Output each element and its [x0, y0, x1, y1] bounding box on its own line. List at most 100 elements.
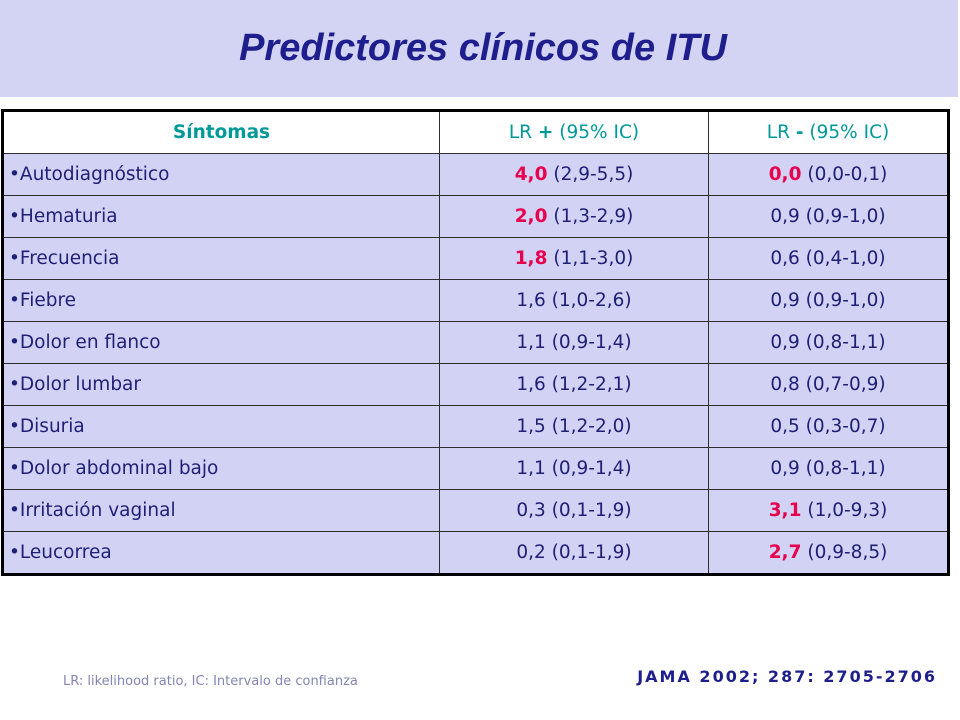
table-row: •Disuria 1,5 (1,2-2,0) 0,5 (0,3-0,7) [2, 405, 949, 448]
lr-negative-value: 2,7 [768, 541, 802, 563]
bullet: • [9, 163, 20, 185]
lr-negative-cell: 3,1 (1,0-9,3) [708, 489, 949, 532]
table-row: •Leucorrea 0,2 (0,1-1,9) 2,7 (0,9-8,5) [2, 531, 949, 575]
header-lr-negative-suffix: (95% IC) [803, 121, 890, 143]
symptom-cell: •Leucorrea [2, 531, 440, 575]
lr-positive-value: 1,8 [514, 247, 548, 269]
lr-negative-ci: (0,4-1,0) [805, 247, 886, 269]
lr-positive-cell: 1,6 (1,2-2,1) [439, 363, 709, 406]
lr-positive-value: 1,6 [516, 373, 546, 395]
lr-positive-cell: 0,2 (0,1-1,9) [439, 531, 709, 575]
lr-positive-value: 0,3 [516, 499, 546, 521]
symptom-cell: •Dolor abdominal bajo [2, 447, 440, 490]
header-symptoms: Síntomas [2, 110, 440, 154]
slide-title: Predictores clínicos de ITU [239, 27, 727, 69]
lr-positive-cell: 1,5 (1,2-2,0) [439, 405, 709, 448]
citation: JAMA 2002; 287: 2705-2706 [637, 667, 937, 686]
symptom-cell: •Autodiagnóstico [2, 153, 440, 196]
lr-negative-ci: (0,9-1,0) [805, 289, 886, 311]
symptom-label: Dolor abdominal bajo [19, 457, 219, 479]
lr-negative-value: 0,9 [770, 457, 800, 479]
lr-positive-ci: (1,0-2,6) [551, 289, 632, 311]
symptom-label: Irritación vaginal [19, 499, 176, 521]
symptom-cell: •Fiebre [2, 279, 440, 322]
lr-positive-ci: (1,2-2,0) [551, 415, 632, 437]
lr-positive-ci: (1,1-3,0) [553, 247, 634, 269]
header-lr-positive-suffix: (95% IC) [553, 121, 640, 143]
bullet: • [9, 205, 20, 227]
lr-positive-value: 1,1 [516, 457, 546, 479]
symptom-cell: •Dolor lumbar [2, 363, 440, 406]
lr-positive-value: 0,2 [516, 541, 546, 563]
symptom-cell: •Irritación vaginal [2, 489, 440, 532]
lr-negative-cell: 0,6 (0,4-1,0) [708, 237, 949, 280]
lr-negative-ci: (0,0-0,1) [807, 163, 888, 185]
bullet: • [9, 373, 20, 395]
lr-negative-ci: (0,7-0,9) [805, 373, 886, 395]
table-row: •Irritación vaginal 0,3 (0,1-1,9) 3,1 (1,0… [2, 489, 949, 532]
table-row: •Dolor en flanco 1,1 (0,9-1,4) 0,9 (0,8-1,… [2, 321, 949, 364]
table-row: •Frecuencia 1,8 (1,1-3,0) 0,6 (0,4-1,0) [2, 237, 949, 280]
symptom-cell: •Frecuencia [2, 237, 440, 280]
bullet: • [9, 331, 20, 353]
lr-negative-ci: (0,8-1,1) [805, 331, 886, 353]
table-row: •Fiebre 1,6 (1,0-2,6) 0,9 (0,9-1,0) [2, 279, 949, 322]
symptom-cell: •Disuria [2, 405, 440, 448]
footnote: LR: likelihood ratio, IC: Intervalo de c… [63, 674, 358, 689]
lr-negative-ci: (0,3-0,7) [805, 415, 886, 437]
table-header: Síntomas LR + (95% IC) LR - (95% IC) [2, 110, 949, 154]
lr-positive-value: 4,0 [514, 163, 548, 185]
title-band [0, 0, 958, 97]
lr-negative-ci: (0,8-1,1) [805, 457, 886, 479]
lr-negative-value: 0,9 [770, 289, 800, 311]
lr-positive-cell: 1,1 (0,9-1,4) [439, 321, 709, 364]
lr-positive-ci: (1,3-2,9) [553, 205, 634, 227]
lr-negative-cell: 2,7 (0,9-8,5) [708, 531, 949, 575]
lr-negative-ci: (0,9-1,0) [805, 205, 886, 227]
lr-positive-cell: 2,0 (1,3-2,9) [439, 195, 709, 238]
lr-positive-ci: (0,1-1,9) [551, 499, 632, 521]
symptom-label: Hematuria [19, 205, 118, 227]
header-lr-positive: LR + (95% IC) [439, 110, 709, 154]
header-row: Síntomas LR + (95% IC) LR - (95% IC) [2, 110, 949, 154]
symptom-label: Dolor en flanco [19, 331, 161, 353]
bullet: • [9, 289, 20, 311]
symptom-label: Frecuencia [19, 247, 120, 269]
lr-positive-cell: 1,1 (0,9-1,4) [439, 447, 709, 490]
lr-positive-cell: 4,0 (2,9-5,5) [439, 153, 709, 196]
lr-negative-value: 0,8 [770, 373, 800, 395]
lr-negative-value: 0,5 [770, 415, 800, 437]
bullet: • [9, 415, 20, 437]
lr-positive-ci: (2,9-5,5) [553, 163, 634, 185]
lr-positive-value: 2,0 [514, 205, 548, 227]
lr-negative-cell: 0,9 (0,9-1,0) [708, 195, 949, 238]
table-row: •Autodiagnóstico 4,0 (2,9-5,5) 0,0 (0,0-0,… [2, 153, 949, 196]
lr-negative-value: 0,9 [770, 331, 800, 353]
lr-positive-ci: (1,2-2,1) [551, 373, 632, 395]
bullet: • [9, 541, 20, 563]
symptom-label: Leucorrea [19, 541, 112, 563]
lr-negative-value: 0,9 [770, 205, 800, 227]
lr-positive-cell: 1,6 (1,0-2,6) [439, 279, 709, 322]
bullet: • [9, 247, 20, 269]
header-lr-negative-sign: - [795, 121, 804, 143]
table-row: •Dolor lumbar 1,6 (1,2-2,1) 0,8 (0,7-0,9) [2, 363, 949, 406]
lr-negative-value: 3,1 [768, 499, 802, 521]
header-lr-negative: LR - (95% IC) [708, 110, 949, 154]
lr-negative-cell: 0,9 (0,9-1,0) [708, 279, 949, 322]
symptom-label: Autodiagnóstico [19, 163, 170, 185]
lr-positive-value: 1,5 [516, 415, 546, 437]
header-lr-positive-sign: + [537, 121, 554, 143]
table-row: •Hematuria 2,0 (1,3-2,9) 0,9 (0,9-1,0) [2, 195, 949, 238]
table-body: •Autodiagnóstico 4,0 (2,9-5,5) 0,0 (0,0-0,… [2, 153, 949, 575]
lr-positive-ci: (0,9-1,4) [551, 457, 632, 479]
header-lr-negative-prefix: LR [766, 121, 796, 143]
lr-negative-cell: 0,8 (0,7-0,9) [708, 363, 949, 406]
symptom-cell: •Dolor en flanco [2, 321, 440, 364]
bullet: • [9, 457, 20, 479]
predictors-table: Síntomas LR + (95% IC) LR - (95% IC) •Au… [1, 109, 950, 576]
lr-negative-ci: (0,9-8,5) [807, 541, 888, 563]
header-lr-positive-prefix: LR [508, 121, 538, 143]
symptom-label: Disuria [19, 415, 85, 437]
lr-positive-value: 1,1 [516, 331, 546, 353]
